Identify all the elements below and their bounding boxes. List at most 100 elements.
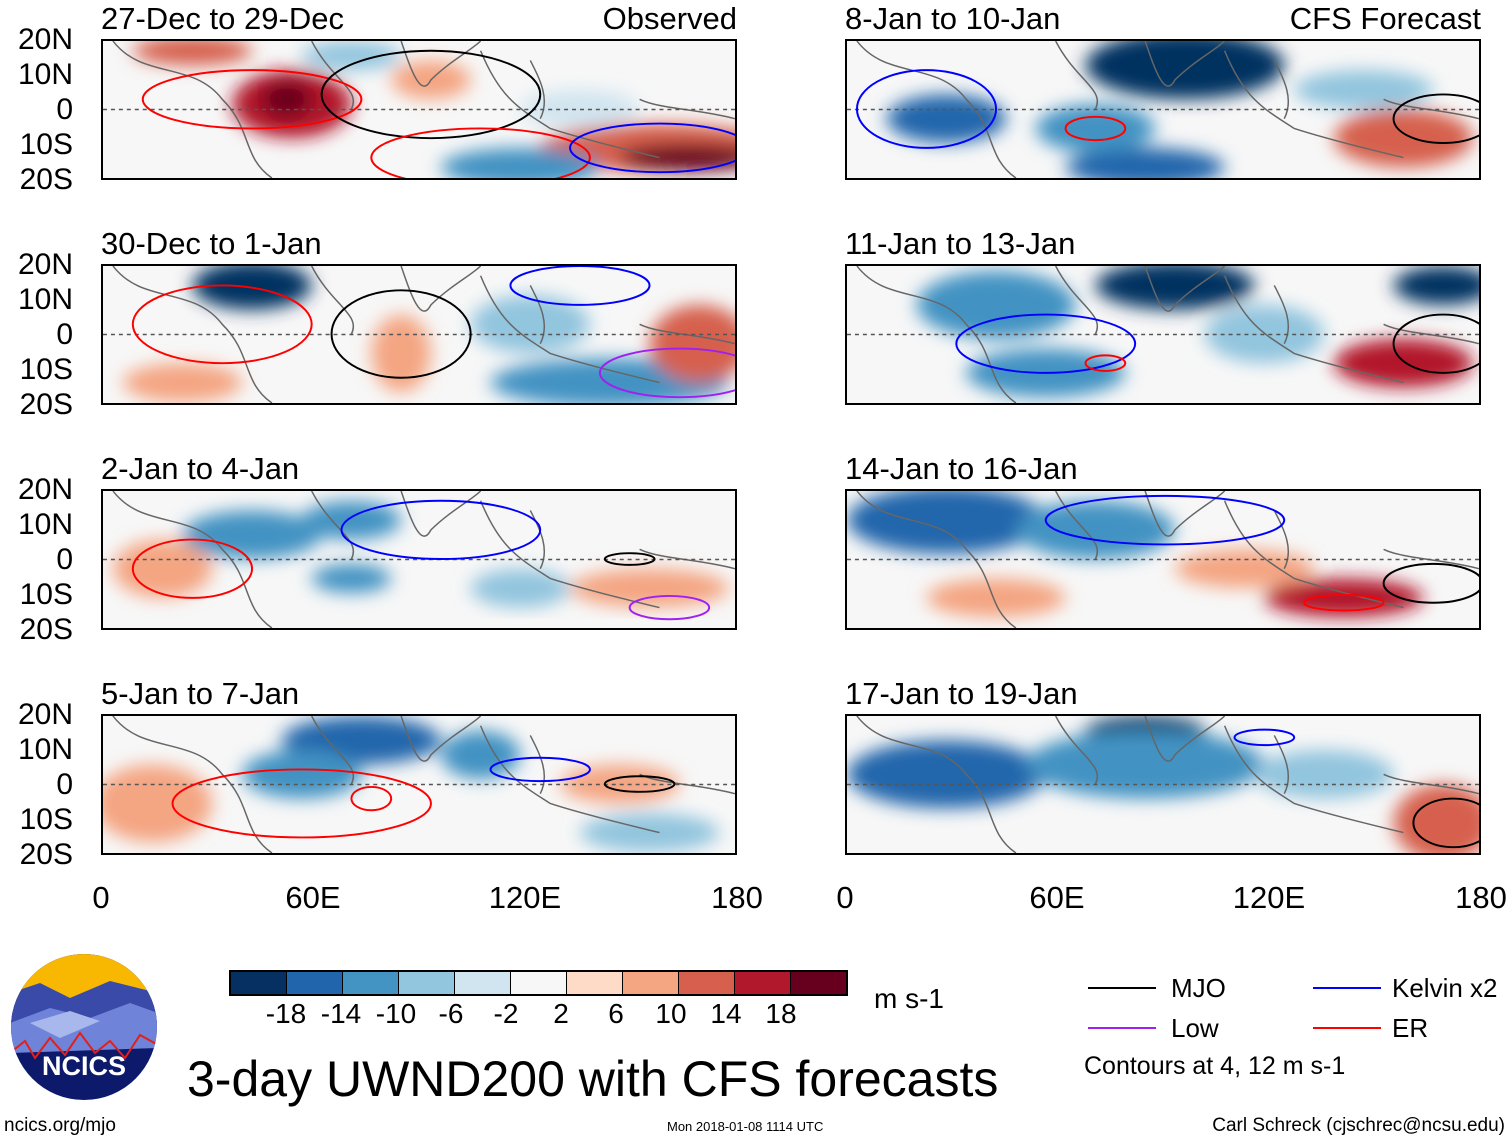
legend-line-kelvin <box>1313 987 1381 989</box>
legend-label-er: ER <box>1392 1013 1429 1043</box>
colorbar-swatch <box>343 972 399 994</box>
forecast-label: CFS Forecast <box>1289 1 1481 36</box>
latitude-label: 20S <box>19 163 73 196</box>
coastline <box>112 266 735 403</box>
colorbar-label: 14 <box>710 998 742 1029</box>
wind-anomaly-blob <box>886 94 1006 144</box>
footer-url[interactable]: ncics.org/mjo <box>4 1115 116 1136</box>
colorbar-swatch <box>791 972 846 994</box>
latitude-label: 0 <box>56 768 73 801</box>
colorbar-label: 6 <box>608 998 624 1029</box>
wind-anomaly-blob <box>311 563 392 594</box>
colorbar-label: -14 <box>320 998 362 1029</box>
map-panel <box>845 39 1481 180</box>
map-panel <box>101 489 737 630</box>
wind-anomaly-blob <box>926 578 1066 618</box>
longitude-label: 0 <box>92 880 110 915</box>
colorbar-label: -18 <box>265 998 307 1029</box>
colorbar-swatch <box>455 972 511 994</box>
contour-line <box>1084 354 1127 372</box>
longitude-label: 60E <box>1029 880 1085 915</box>
wind-anomaly-blob <box>1333 109 1474 168</box>
contour-line <box>1392 313 1479 374</box>
latitude-label: 20N <box>17 698 73 731</box>
wind-anomaly-blob <box>1294 70 1434 110</box>
contour-line <box>598 347 735 399</box>
wind-anomaly-blob <box>122 363 243 403</box>
coastline <box>112 716 735 853</box>
wind-anomaly-blob <box>440 147 600 178</box>
panel-title: 11-Jan to 13-Jan <box>845 226 1076 261</box>
legend-label-mjo: MJO <box>1171 973 1226 1003</box>
wind-anomaly-blob <box>301 500 402 540</box>
contour-line <box>489 756 591 783</box>
colorbar <box>229 970 848 996</box>
contour-line <box>1064 115 1127 142</box>
wind-anomaly-blob <box>112 539 213 598</box>
wind-anomaly-blob <box>1393 784 1479 853</box>
legend-line-er <box>1313 1027 1381 1029</box>
map-panel <box>845 714 1481 855</box>
wind-anomaly-blob <box>579 813 720 853</box>
wind-anomaly-blob <box>1333 338 1474 388</box>
wind-anomaly-blob <box>916 270 1076 339</box>
longitude-label: 180 <box>1455 880 1507 915</box>
latitude-label: 10S <box>19 128 73 161</box>
map-panel <box>101 264 737 405</box>
longitude-label: 120E <box>1232 880 1306 915</box>
latitude-label: 0 <box>56 318 73 351</box>
panel-title: 2-Jan to 4-Jan <box>101 451 300 486</box>
latitude-label: 20N <box>17 248 73 281</box>
coastline <box>856 266 1479 403</box>
contour-line <box>603 775 676 793</box>
contour-line <box>1233 728 1296 747</box>
wind-anomaly-blob <box>1393 266 1479 305</box>
colorbar-swatch <box>399 972 455 994</box>
map-panel <box>101 39 737 180</box>
panel-title: 17-Jan to 19-Jan <box>845 676 1078 711</box>
contour-line <box>131 284 313 365</box>
colorbar-label: 18 <box>765 998 797 1029</box>
wind-anomaly-blob <box>182 510 322 560</box>
wind-anomaly-blob <box>103 764 213 843</box>
wind-anomaly-blob <box>847 740 1046 809</box>
latitude-label: 0 <box>56 543 73 576</box>
coastline <box>856 41 1479 178</box>
contour-line <box>569 122 735 174</box>
contour-line <box>171 768 432 839</box>
contour-line <box>141 69 363 130</box>
colorbar-label: 10 <box>655 998 687 1029</box>
contour-line <box>955 313 1137 374</box>
latitude-label: 20N <box>17 23 73 56</box>
wind-anomaly-blob <box>470 295 590 354</box>
latitude-label: 0 <box>56 93 73 126</box>
contour-line <box>131 538 254 599</box>
colorbar-swatch <box>287 972 343 994</box>
panel-title: 30-Dec to 1-Jan <box>101 226 322 261</box>
contour-line <box>370 127 591 178</box>
latitude-label: 10N <box>17 283 73 316</box>
latitude-label: 10S <box>19 578 73 611</box>
latitude-label: 20N <box>17 473 73 506</box>
wind-anomaly-blob <box>1264 578 1424 618</box>
observed-label: Observed <box>602 1 737 36</box>
map-panel <box>101 714 737 855</box>
panel-title: 14-Jan to 16-Jan <box>845 451 1078 486</box>
contour-line <box>1392 93 1479 144</box>
latitude-label: 10S <box>19 803 73 836</box>
coastline <box>856 491 1479 628</box>
colorbar-swatch <box>231 972 287 994</box>
wind-anomaly-blob <box>1174 549 1315 589</box>
legend-line-mjo <box>1088 987 1156 989</box>
contour-line <box>628 594 711 621</box>
longitude-label: 60E <box>285 880 341 915</box>
wind-anomaly-blob <box>440 730 521 780</box>
longitude-label: 0 <box>836 880 854 915</box>
contour-line <box>603 552 656 566</box>
latitude-label: 20S <box>19 388 73 421</box>
colorbar-swatch <box>511 972 567 994</box>
wind-anomaly-blob <box>619 143 735 172</box>
panel-title: 5-Jan to 7-Jan <box>101 676 300 711</box>
wind-anomaly-blob <box>1095 266 1255 310</box>
